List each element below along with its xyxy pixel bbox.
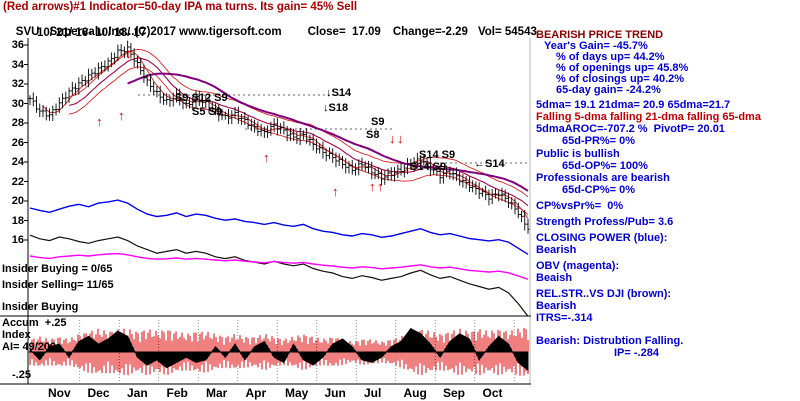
y-axis-label: 20: [11, 195, 24, 207]
y-axis-label: 30: [11, 97, 24, 110]
x-axis-month-label: Dec: [87, 386, 110, 400]
x-axis-month-label: Aug: [403, 386, 427, 400]
y-axis-label: 36: [11, 39, 24, 51]
y-axis-label: 22: [11, 175, 24, 188]
close-value: Close= 17.09: [307, 26, 381, 38]
indicator-signal-header: (Red arrows)#1 Indicator=50-day IPA ma t…: [3, 1, 358, 13]
y-axis-label: 26: [11, 136, 24, 149]
x-axis-month-label: Sep: [443, 386, 466, 400]
ticker-symbol: SVU: [15, 26, 40, 38]
x-axis-month-label: Mar: [206, 386, 228, 400]
x-axis-month-label: Feb: [166, 386, 188, 400]
change-value: Change=-2.29: [392, 26, 468, 38]
y-axis-label: 24: [11, 156, 24, 168]
x-axis-month-label: Jan: [127, 386, 148, 400]
x-axis-month-label: Oct: [482, 386, 503, 400]
y-axis-label: 32: [11, 78, 24, 90]
y-axis-label: 34: [11, 58, 24, 71]
x-axis: Nov Dec Jan Feb Mar Apr May Jun Jul Aug Sep Oct: [0, 386, 540, 401]
x-axis-month-label: Apr: [245, 386, 267, 400]
y-axis-label: 18: [11, 214, 24, 227]
x-axis-month-label: May: [285, 386, 309, 400]
y-axis: 36 34 32 30 28 26 24 22 20 18 16: [0, 0, 26, 401]
y-axis-label: 16: [11, 234, 24, 246]
y-axis-label: 28: [11, 117, 24, 129]
x-axis-month-label: Nov: [48, 386, 71, 400]
x-axis-month-label: Jul: [364, 386, 382, 400]
x-axis-month-label: Jun: [324, 386, 346, 400]
volume-value: Vol= 54543: [477, 26, 537, 38]
quote-header: SVU Supervalu Inc...(C)2017 www.tigersoft…: [3, 14, 537, 50]
date-range-label: 10/ 21/ 16- 10/ 18/ 17: [37, 27, 147, 39]
company-title: Supervalu Inc...(C)2017 www.tigersoft.co…: [49, 26, 282, 38]
